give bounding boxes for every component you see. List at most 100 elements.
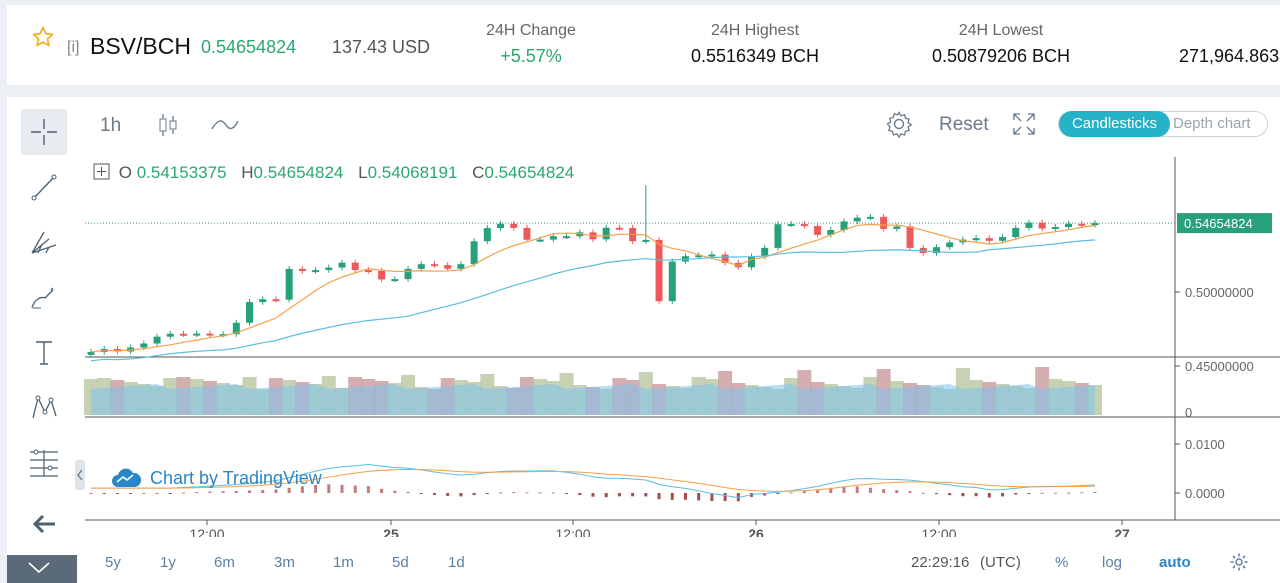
back-tool[interactable] xyxy=(21,501,67,547)
candle-body xyxy=(1012,227,1020,238)
candlesticks-toggle[interactable]: Candlesticks xyxy=(1059,111,1170,137)
candle-body xyxy=(417,264,425,269)
price-chart[interactable]: 0.50000000 0.45000000 0.54654824 0 0.0100 0.0… xyxy=(7,97,1280,537)
percent-scale-button[interactable]: % xyxy=(1055,554,1069,571)
macd-histogram-bar xyxy=(234,491,238,493)
range-1y[interactable]: 1y xyxy=(160,554,176,571)
macd-histogram-bar xyxy=(208,491,212,493)
stat-label: 24H Highest xyxy=(710,22,800,39)
text-tool[interactable] xyxy=(21,329,67,375)
ohlc-high-label: H xyxy=(241,163,254,182)
macd-histogram-bar xyxy=(142,493,146,494)
macd-histogram-bar xyxy=(868,487,872,493)
clock-timezone[interactable]: (UTC) xyxy=(980,554,1021,571)
candle-body xyxy=(259,299,267,303)
candle-body xyxy=(563,236,571,239)
ohlc-close: 0.54654824 xyxy=(484,163,575,182)
candle-body xyxy=(827,229,835,235)
candle-body xyxy=(285,268,293,300)
macd-histogram-bar xyxy=(934,493,938,495)
candle-body xyxy=(708,254,716,257)
time-tick-label: 12:00 xyxy=(921,526,956,537)
last-price: 0.54654824 xyxy=(201,37,297,57)
depth-chart-toggle[interactable]: Depth chart xyxy=(1173,115,1251,132)
candle-body xyxy=(298,268,306,271)
macd-histogram-bar xyxy=(644,493,648,497)
legend-collapse-icon[interactable] xyxy=(93,163,110,180)
tradingview-watermark[interactable]: Chart by TradingView xyxy=(110,467,322,489)
tradingview-cloud-icon xyxy=(112,468,142,487)
pattern-tool[interactable] xyxy=(21,384,67,430)
index-marker[interactable]: [i] xyxy=(67,39,80,56)
macd-histogram-bar xyxy=(314,484,318,493)
macd-histogram-bar xyxy=(578,493,582,496)
log-scale-button[interactable]: log xyxy=(1102,554,1123,571)
indicators-icon[interactable] xyxy=(210,115,240,133)
fullscreen-icon[interactable] xyxy=(1011,111,1037,137)
candle-body xyxy=(391,279,399,282)
macd-histogram-bar xyxy=(287,487,291,493)
auto-scale-button[interactable]: auto xyxy=(1159,554,1191,571)
trendline-tool[interactable] xyxy=(21,164,67,210)
ohlc-open-label: O xyxy=(118,163,132,182)
range-1d[interactable]: 1d xyxy=(448,554,465,571)
ohlc-low: 0.54068191 xyxy=(367,163,458,182)
collapse-left-icon[interactable] xyxy=(75,460,85,490)
macd-histogram-bar xyxy=(89,493,93,494)
star-favorite-icon[interactable] xyxy=(31,25,55,49)
candle-body xyxy=(695,255,703,258)
macd-histogram-bar xyxy=(380,488,384,493)
macd-histogram-bar xyxy=(512,492,516,494)
candle-body xyxy=(853,217,861,222)
macd-histogram-bar xyxy=(1053,492,1057,494)
macd-histogram-bar xyxy=(948,493,952,496)
macd-histogram-bar xyxy=(1014,493,1018,495)
fib-tool[interactable] xyxy=(21,219,67,265)
settings-gear-icon[interactable] xyxy=(885,110,913,138)
macd-signal-line xyxy=(91,468,1096,492)
collapse-chevron-icon[interactable] xyxy=(7,555,77,583)
range-5y[interactable]: 5y xyxy=(105,554,121,571)
macd-histogram-bar xyxy=(419,493,423,494)
macd-histogram-bar xyxy=(829,487,833,493)
measure-tool[interactable] xyxy=(21,439,67,485)
range-3m[interactable]: 3m xyxy=(274,554,295,571)
macd-histogram-bar xyxy=(261,490,265,493)
time-tick-label: 25 xyxy=(383,526,399,537)
candle-type-icon[interactable] xyxy=(157,112,179,138)
macd-histogram-bar xyxy=(842,486,846,493)
candle-body xyxy=(232,322,240,335)
macd-histogram-bar xyxy=(789,492,793,494)
volume-average-area xyxy=(91,384,1095,415)
stat-label: 24 xyxy=(1179,22,1280,40)
candle-body xyxy=(1065,223,1073,228)
crosshair-tool[interactable] xyxy=(21,109,67,155)
range-5d[interactable]: 5d xyxy=(392,554,409,571)
brush-tool[interactable] xyxy=(21,274,67,320)
ohlc-high: 0.54654824 xyxy=(253,163,344,182)
range-1m[interactable]: 1m xyxy=(333,554,354,571)
candle-body xyxy=(985,238,993,241)
macd-histogram-bar xyxy=(353,485,357,493)
range-6m[interactable]: 6m xyxy=(214,554,235,571)
view-toggle: Candlesticks Depth chart xyxy=(1058,111,1268,137)
stat-value: +5.57% xyxy=(500,46,562,66)
candle-body xyxy=(457,264,465,269)
macd-histogram-bar xyxy=(895,490,899,493)
macd-histogram-bar xyxy=(604,493,608,498)
macd-histogram-bar xyxy=(472,493,476,496)
trendline-icon xyxy=(31,174,57,201)
macd-histogram-bar xyxy=(525,492,529,494)
interval-selector[interactable]: 1h xyxy=(100,115,122,136)
stat-24h-lowest: 24H Lowest 0.50879206 BCH xyxy=(916,22,1086,67)
reset-button[interactable]: Reset xyxy=(939,114,989,135)
chart-settings-gear-icon[interactable] xyxy=(1229,552,1249,572)
candle-body xyxy=(1078,223,1086,226)
candle-body xyxy=(932,247,940,254)
macd-histogram-bar xyxy=(776,493,780,494)
candle-body xyxy=(497,223,505,229)
candle-body xyxy=(246,302,254,323)
macd-tick-label: 0.0100 xyxy=(1185,437,1225,452)
macd-histogram-bar xyxy=(974,493,978,497)
price-tick-label: 0.45000000 xyxy=(1185,359,1254,374)
